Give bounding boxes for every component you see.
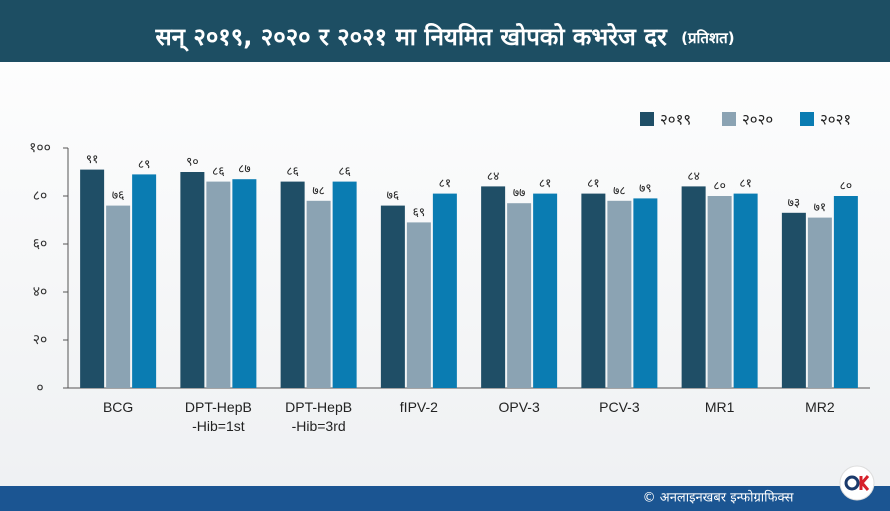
- value-label: ९१: [86, 152, 98, 166]
- value-label: ७१: [814, 200, 826, 214]
- bar: [681, 186, 706, 388]
- legend-label: २०१९: [660, 111, 691, 129]
- value-label: ७६: [387, 188, 399, 202]
- bar: [306, 200, 331, 388]
- footer-band: [0, 486, 890, 511]
- bar: [132, 174, 157, 388]
- logo-o: [844, 475, 860, 491]
- x-tick-label: MR1: [704, 399, 735, 415]
- bar: [406, 222, 431, 388]
- legend-swatch: [800, 112, 814, 126]
- value-label: ८६: [286, 164, 298, 178]
- bar: [707, 196, 732, 388]
- bar: [106, 205, 131, 388]
- value-label: ९०: [186, 155, 198, 169]
- bar: [332, 181, 357, 388]
- y-tick-label: २०: [33, 332, 48, 348]
- value-label: ७९: [639, 181, 651, 195]
- value-label: ७७: [513, 186, 525, 200]
- value-label: ८४: [487, 169, 499, 183]
- value-label: ८१: [539, 176, 551, 190]
- value-label: ८०: [840, 179, 852, 193]
- bar: [833, 196, 858, 388]
- bar: [633, 198, 658, 388]
- bar: [607, 200, 632, 388]
- value-label: ८१: [439, 176, 451, 190]
- y-tick-label: १००: [29, 140, 51, 156]
- bar: [380, 205, 405, 388]
- x-tick-label: MR2: [805, 399, 835, 415]
- chart-title: सन् २०१९, २०२० र २०२१ मा नियमित खोपको कभ…: [154, 23, 734, 52]
- x-tick-label: fIPV-2: [399, 399, 438, 415]
- value-label: ७८: [613, 183, 625, 197]
- x-tick-label: BCG: [102, 399, 134, 415]
- bar: [807, 217, 832, 388]
- value-label: ८७: [238, 162, 250, 176]
- value-label: ७८: [312, 183, 324, 197]
- x-tick-label: OPV-3: [498, 399, 540, 415]
- value-label: ७३: [788, 195, 800, 209]
- value-label: ७६: [112, 188, 124, 202]
- bar: [481, 186, 506, 388]
- value-label: ६९: [413, 205, 425, 219]
- bar: [232, 179, 257, 388]
- title-main: सन् २०१९, २०२० र २०२१ मा नियमित खोपको कभ…: [154, 23, 668, 52]
- bar: [432, 193, 457, 388]
- header-band: [0, 0, 890, 62]
- credit: © अनलाइनखबर इन्फोग्राफिक्स: [643, 490, 794, 506]
- y-tick-label: ०: [36, 380, 43, 396]
- logo-k: [859, 475, 870, 491]
- bar: [581, 193, 606, 388]
- value-label: ८४: [687, 169, 699, 183]
- value-label: ८९: [138, 157, 150, 171]
- bar: [781, 212, 806, 388]
- bar: [507, 203, 532, 388]
- value-label: ८६: [338, 164, 350, 178]
- bar: [280, 181, 305, 388]
- value-label: ८१: [587, 176, 599, 190]
- value-label: ८०: [713, 179, 725, 193]
- bar: [206, 181, 231, 388]
- legend-swatch: [722, 112, 736, 126]
- y-tick-label: ६०: [33, 236, 48, 252]
- legend-label: २०२१: [820, 111, 851, 129]
- y-tick-label: ८०: [33, 188, 48, 204]
- value-label: ८६: [212, 164, 224, 178]
- x-tick-label: DPT-HepB -Hib=1st: [184, 399, 252, 434]
- bar: [180, 172, 205, 388]
- bar: [533, 193, 558, 388]
- value-label: ८१: [739, 176, 751, 190]
- legend-label: २०२०: [742, 111, 773, 129]
- bar: [80, 169, 105, 388]
- chart-subtitle: (प्रतिशत): [681, 29, 734, 47]
- bar: [733, 193, 758, 388]
- x-tick-label: DPT-HepB -Hib=3rd: [285, 399, 353, 434]
- y-tick-label: ४०: [33, 284, 48, 300]
- x-tick-label: PCV-3: [599, 399, 640, 415]
- legend-swatch: [640, 112, 654, 126]
